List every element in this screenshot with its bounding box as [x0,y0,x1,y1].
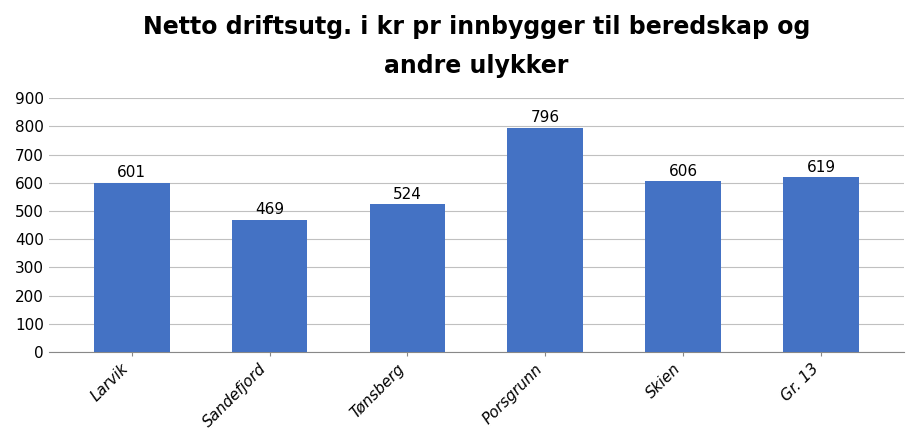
Text: 606: 606 [669,164,698,179]
Bar [369,204,446,352]
Bar [232,220,308,352]
Text: 796: 796 [531,110,560,125]
Bar [94,182,169,352]
Bar [645,181,721,352]
Bar [507,128,584,352]
Text: 469: 469 [255,202,284,218]
Title: Netto driftsutg. i kr pr innbygger til beredskap og
andre ulykker: Netto driftsutg. i kr pr innbygger til b… [142,15,811,78]
Text: 524: 524 [393,187,422,202]
Text: 601: 601 [117,165,146,180]
Bar [783,178,859,352]
Text: 619: 619 [807,160,835,175]
